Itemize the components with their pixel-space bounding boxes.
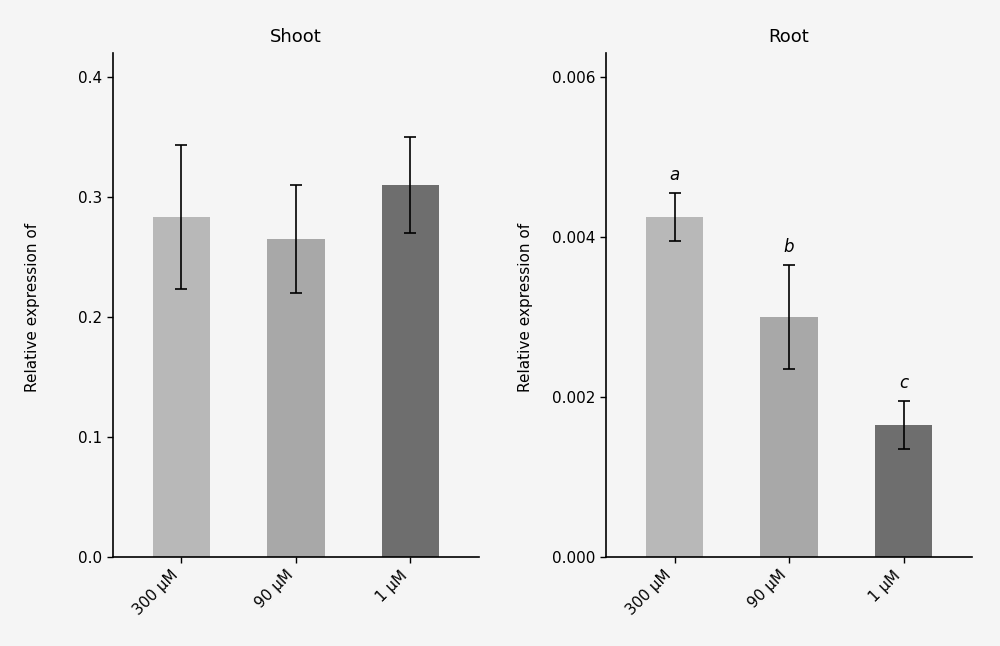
Y-axis label: Relative expression of $\itWRKY21$: Relative expression of $\itWRKY21$ bbox=[0, 645, 1, 646]
Text: b: b bbox=[784, 238, 794, 256]
Text: a: a bbox=[669, 166, 680, 184]
Bar bbox=[267, 239, 325, 557]
Text: Relative expression of: Relative expression of bbox=[518, 218, 533, 392]
Bar bbox=[760, 317, 818, 557]
Title: Shoot: Shoot bbox=[270, 28, 322, 46]
Text: c: c bbox=[899, 374, 908, 392]
Text: Relative expression of: Relative expression of bbox=[25, 218, 40, 392]
Bar bbox=[382, 185, 439, 557]
Bar bbox=[875, 425, 932, 557]
Bar bbox=[646, 217, 703, 557]
Bar bbox=[153, 217, 210, 557]
Title: Root: Root bbox=[769, 28, 809, 46]
Y-axis label: Relative expression of $\itWRKY21$: Relative expression of $\itWRKY21$ bbox=[0, 645, 1, 646]
